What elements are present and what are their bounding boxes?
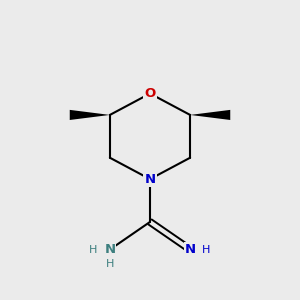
Text: H: H xyxy=(202,244,211,255)
Text: H: H xyxy=(89,244,98,255)
Polygon shape xyxy=(190,110,230,120)
Text: N: N xyxy=(184,243,196,256)
Text: H: H xyxy=(106,259,114,269)
Text: N: N xyxy=(144,172,156,186)
Text: O: O xyxy=(144,87,156,100)
Polygon shape xyxy=(70,110,110,120)
Text: N: N xyxy=(104,243,116,256)
